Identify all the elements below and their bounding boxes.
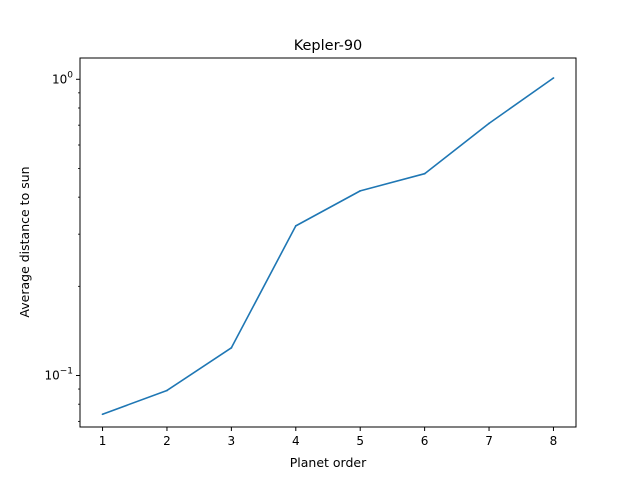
- data-point: [230, 346, 233, 349]
- x-tick-label: 1: [99, 434, 107, 448]
- x-tick-label: 6: [421, 434, 429, 448]
- axes-frame: [79, 57, 577, 428]
- chart-title: Kepler-90: [294, 38, 363, 54]
- data-point: [423, 172, 426, 175]
- x-tick-label: 7: [485, 434, 493, 448]
- x-tick-label: 3: [228, 434, 236, 448]
- x-tick-label: 2: [163, 434, 171, 448]
- y-tick-label: 10−1: [44, 366, 73, 382]
- data-point: [294, 224, 297, 227]
- x-axis-label: Planet order: [290, 455, 367, 470]
- data-point: [488, 122, 490, 125]
- x-tick-label: 8: [550, 434, 558, 448]
- x-tick-label: 5: [356, 434, 364, 448]
- plot-area: [101, 77, 555, 416]
- x-tick-label: 4: [292, 434, 300, 448]
- data-point: [552, 77, 555, 79]
- y-axis-ticks: 10−1 100: [44, 70, 80, 422]
- data-point: [359, 189, 362, 192]
- y-axis-label: Average distance to sun: [17, 166, 32, 317]
- data-point: [101, 413, 104, 416]
- x-axis-ticks: 1 2 3 4 5 6 7 8: [99, 427, 558, 448]
- y-tick-label: 100: [52, 70, 73, 86]
- data-point: [166, 389, 168, 392]
- series-line: [102, 77, 554, 415]
